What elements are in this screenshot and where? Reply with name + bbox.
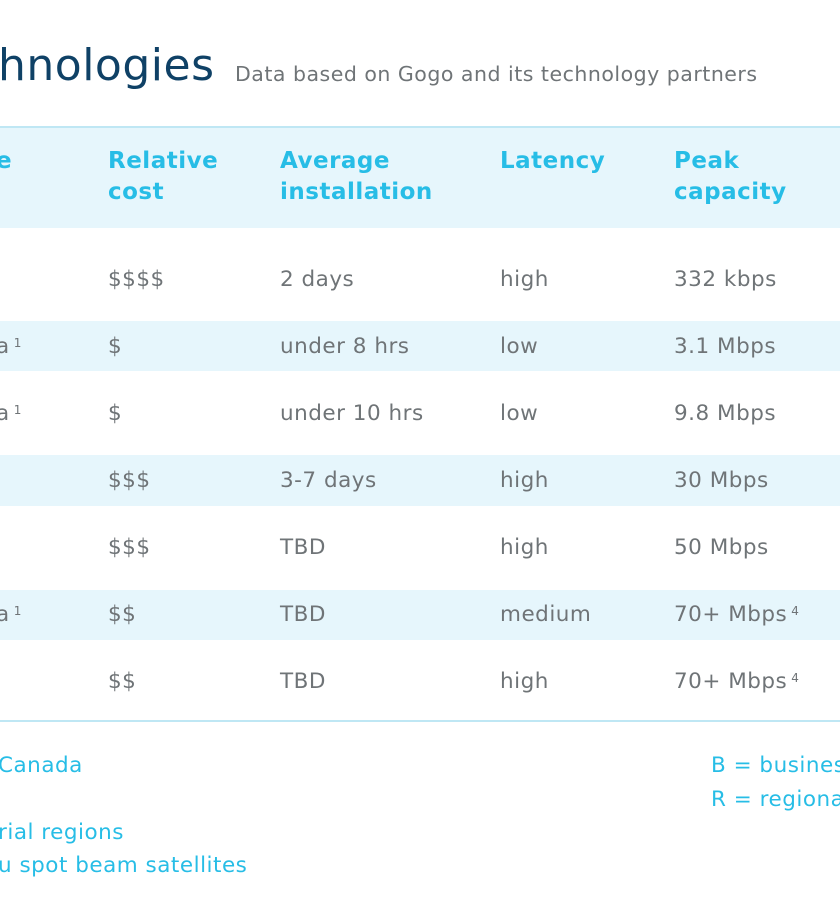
table-cell-latency: medium [500,600,591,630]
cell-value: $$ [108,602,137,627]
table-cell-install: 3-7 days [280,466,377,496]
table-cell-install: TBD [280,667,326,697]
table-cell-cost: $$$ [108,466,151,496]
column-header-average-installation: Average installation [280,148,433,205]
cell-value: $ [108,334,123,359]
table-cell-cost: $$$ [108,533,151,563]
table-cell-latency: low [500,399,538,429]
footnote-left-3: u spot beam satellites [0,853,248,878]
cell-value: 30 Mbps [674,468,769,493]
table-cell-peak: 70+ Mbps 4 [674,667,799,697]
table-header-band [0,128,840,228]
table-cell-peak: 30 Mbps [674,466,769,496]
table-cell-latency: low [500,332,538,362]
row-band-6 [0,590,840,640]
table-cell-cost: $$$$ [108,265,165,295]
cell-value: $$$$ [108,267,165,292]
cell-value: a [0,602,10,627]
cell-value: $$$ [108,468,151,493]
cell-value: a [0,401,10,426]
cell-value: $ [108,401,123,426]
footnote-marker: 4 [791,604,800,618]
table-cell-cost: $ [108,332,122,362]
table-cell-install: under 10 hrs [280,399,424,429]
cell-value: $$ [108,669,137,694]
table-cell-latency: high [500,533,549,563]
table-cell-peak: 50 Mbps [674,533,769,563]
cell-value: medium [500,602,592,627]
cell-value: 3.1 Mbps [674,334,777,359]
cell-value: high [500,535,549,560]
page-subtitle: Data based on Gogo and its technology pa… [235,62,758,86]
footnote-marker: 1 [13,403,22,417]
column-header-latency: Latency [500,148,606,174]
row-band-4 [0,455,840,506]
cell-value: TBD [280,535,326,560]
footnote-marker: 1 [13,336,22,350]
cell-value: $$$ [108,535,151,560]
table-top-rule [0,126,840,128]
cell-value: low [500,334,539,359]
table-cell-install: TBD [280,600,326,630]
cell-value: under 10 hrs [280,401,424,426]
table-cell-peak: 3.1 Mbps [674,332,776,362]
cell-value: 9.8 Mbps [674,401,777,426]
cell-value: 332 kbps [674,267,777,292]
table-cell-peak: 9.8 Mbps [674,399,776,429]
cell-value: TBD [280,602,326,627]
table-cell-cost: $ [108,399,122,429]
table-cell-latency: high [500,667,549,697]
footnote-right-1: B = busines [711,753,840,778]
table-cell-peak: 332 kbps [674,265,777,295]
table-cell-peak: 70+ Mbps 4 [674,600,799,630]
table-cell-cost: $$ [108,667,136,697]
cell-value: 70+ Mbps [674,669,788,694]
cell-value: 50 Mbps [674,535,769,560]
cell-value: 70+ Mbps [674,602,788,627]
table-cell-cost: $$ [108,600,136,630]
cell-value: high [500,267,549,292]
cell-value: low [500,401,539,426]
cell-value: 2 days [280,267,355,292]
column-header-relative-cost: Relative cost [108,148,219,205]
table-cell-latency: high [500,265,549,295]
page-title: hnologies [0,40,215,91]
cell-value: TBD [280,669,326,694]
table-cell-install: TBD [280,533,326,563]
cell-value: high [500,468,549,493]
row-band-2 [0,321,840,371]
column-header-peak-capacity: Peak capacity [674,148,787,205]
footnote-right-2: R = regiona [711,787,840,812]
table-cell-latency: high [500,466,549,496]
table-cell-install: 2 days [280,265,354,295]
table-cell-install: under 8 hrs [280,332,409,362]
footnote-marker: 4 [791,671,800,685]
cell-value: 3-7 days [280,468,377,493]
footnote-left-1: Canada [0,753,83,778]
cell-value: a [0,334,10,359]
table-bottom-rule [0,720,840,722]
cell-value: under 8 hrs [280,334,410,359]
column-header-clipped: e [0,148,13,174]
footnote-marker: 1 [13,604,22,618]
footnote-left-2: rial regions [0,820,124,845]
cell-value: high [500,669,549,694]
